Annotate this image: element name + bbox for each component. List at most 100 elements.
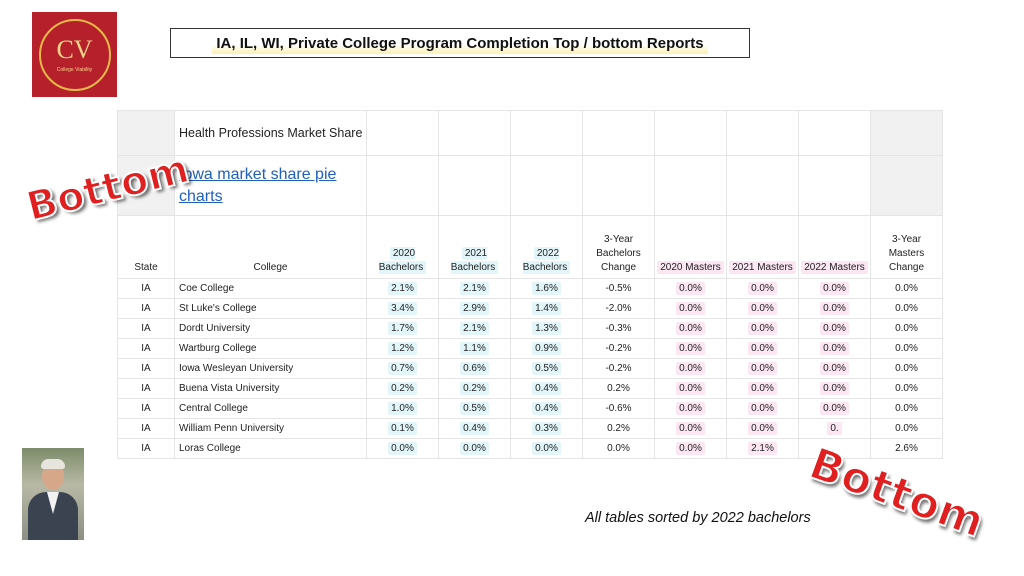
- cell-2021-masters: 2.1%: [748, 442, 777, 455]
- cell-2020-bachelors: 1.0%: [388, 402, 417, 415]
- cell-state: IA: [117, 338, 175, 359]
- cell-state: IA: [117, 438, 175, 459]
- cell-2021-masters: 0.0%: [748, 402, 777, 415]
- cell-2022-bachelors-wrap: 0.0%: [510, 438, 583, 459]
- cell-2022-bachelors-wrap: 1.6%: [510, 278, 583, 299]
- cell-2020-masters: 0.0%: [676, 422, 705, 435]
- sort-note: All tables sorted by 2022 bachelors: [585, 510, 811, 526]
- cell-2022-masters: 0.: [827, 422, 842, 435]
- page-title: IA, IL, WI, Private College Program Comp…: [212, 32, 708, 54]
- cell-state: IA: [117, 398, 175, 419]
- cell-2022-bachelors: 0.9%: [532, 342, 561, 355]
- cell-2022-masters-wrap: 0.0%: [798, 398, 871, 419]
- cell-2020-masters: 0.0%: [676, 342, 705, 355]
- cell-2020-bachelors: 2.1%: [388, 282, 417, 295]
- cell-2021-masters: 0.0%: [748, 322, 777, 335]
- cell-2022-masters-wrap: 0.0%: [798, 298, 871, 319]
- cell-2020-bachelors-wrap: 1.0%: [366, 398, 439, 419]
- cell-bachelors-change: -0.3%: [582, 318, 655, 339]
- cell-2021-bachelors: 0.6%: [460, 362, 489, 375]
- cell-2020-bachelors-wrap: 0.0%: [366, 438, 439, 459]
- cell-2021-bachelors-wrap: 2.1%: [438, 318, 511, 339]
- cell-2022-masters: 0.0%: [820, 322, 849, 335]
- cell-2022-masters: 0.0%: [820, 382, 849, 395]
- cell-2021-bachelors-wrap: 0.2%: [438, 378, 511, 399]
- cell-bachelors-change: -0.2%: [582, 338, 655, 359]
- cell-2020-masters-wrap: 0.0%: [654, 298, 727, 319]
- header-2021-bachelors: 2021 Bachelors: [450, 247, 499, 274]
- cell-2022-bachelors: 0.3%: [532, 422, 561, 435]
- cell-2021-masters-wrap: 0.0%: [726, 358, 799, 379]
- cell-bachelors-change: -0.6%: [582, 398, 655, 419]
- cell-2022-masters-wrap: 0.0%: [798, 358, 871, 379]
- cell-2022-bachelors: 1.3%: [532, 322, 561, 335]
- cell-2021-bachelors-wrap: 2.9%: [438, 298, 511, 319]
- cell-college: St Luke's College: [174, 298, 367, 319]
- cell-2021-bachelors: 1.1%: [460, 342, 489, 355]
- cell-college: Central College: [174, 398, 367, 419]
- topic-row: Health Professions Market Share: [117, 110, 943, 156]
- cell-bachelors-change: 0.2%: [582, 418, 655, 439]
- cell-2021-masters-wrap: 0.0%: [726, 278, 799, 299]
- cell-2020-bachelors-wrap: 0.7%: [366, 358, 439, 379]
- cell-2020-bachelors: 1.2%: [388, 342, 417, 355]
- cell-2021-bachelors: 0.2%: [460, 382, 489, 395]
- cell-2021-bachelors-wrap: 1.1%: [438, 338, 511, 359]
- cell-2020-masters-wrap: 0.0%: [654, 438, 727, 459]
- cell-2021-bachelors-wrap: 2.1%: [438, 278, 511, 299]
- cell-2020-masters: 0.0%: [676, 402, 705, 415]
- link-row: Iowa market share pie charts: [117, 155, 943, 216]
- cell-college: Loras College: [174, 438, 367, 459]
- table-row: IA Coe College 2.1% 2.1% 1.6% -0.5% 0.0% 0.0% 0.…: [117, 278, 943, 299]
- cell-2020-masters-wrap: 0.0%: [654, 398, 727, 419]
- cell-2020-bachelors: 0.1%: [388, 422, 417, 435]
- cell-2021-masters-wrap: 0.0%: [726, 398, 799, 419]
- cell-2021-bachelors: 2.1%: [460, 322, 489, 335]
- cell-2022-masters-wrap: 0.0%: [798, 338, 871, 359]
- header-2020-masters: 2020 Masters: [657, 261, 724, 274]
- header-2020-bachelors: 2020 Bachelors: [378, 247, 427, 274]
- cell-2021-masters-wrap: 0.0%: [726, 298, 799, 319]
- cell-state: IA: [117, 418, 175, 439]
- cell-2021-bachelors: 0.5%: [460, 402, 489, 415]
- cell-2021-masters-wrap: 2.1%: [726, 438, 799, 459]
- cell-2020-bachelors: 0.0%: [388, 442, 417, 455]
- cell-state: IA: [117, 298, 175, 319]
- table-row: IA Central College 1.0% 0.5% 0.4% -0.6% 0.0% 0.…: [117, 398, 943, 419]
- cell-state: IA: [117, 278, 175, 299]
- cell-masters-change: 0.0%: [870, 338, 943, 359]
- cell-2022-masters-wrap: 0.0%: [798, 318, 871, 339]
- cell-2021-bachelors: 2.9%: [460, 302, 489, 315]
- header-bachelors-change: 3-Year Bachelors Change: [582, 215, 655, 279]
- cell-2021-bachelors-wrap: 0.6%: [438, 358, 511, 379]
- cell-2021-masters: 0.0%: [748, 282, 777, 295]
- pie-charts-link[interactable]: Iowa market share pie charts: [174, 155, 367, 216]
- cell-2020-masters: 0.0%: [676, 282, 705, 295]
- cell-2020-bachelors: 3.4%: [388, 302, 417, 315]
- cell-2020-masters: 0.0%: [676, 362, 705, 375]
- cell-2022-bachelors: 0.4%: [532, 382, 561, 395]
- cell-masters-change: 0.0%: [870, 418, 943, 439]
- cell-2020-bachelors-wrap: 3.4%: [366, 298, 439, 319]
- cell-2020-bachelors: 1.7%: [388, 322, 417, 335]
- cell-masters-change: 2.6%: [870, 438, 943, 459]
- table-row: IA Iowa Wesleyan University 0.7% 0.6% 0.5% -0…: [117, 358, 943, 379]
- table-row: IA Buena Vista University 0.2% 0.2% 0.4% 0.2%…: [117, 378, 943, 399]
- cell-2020-masters-wrap: 0.0%: [654, 338, 727, 359]
- table-row: IA Wartburg College 1.2% 1.1% 0.9% -0.2% 0.0% 0…: [117, 338, 943, 359]
- cell-2020-bachelors: 0.2%: [388, 382, 417, 395]
- cell-2022-bachelors-wrap: 1.3%: [510, 318, 583, 339]
- header-2021-masters: 2021 Masters: [729, 261, 796, 274]
- cell-2021-bachelors-wrap: 0.4%: [438, 418, 511, 439]
- cell-2021-bachelors: 2.1%: [460, 282, 489, 295]
- cell-2021-bachelors: 0.0%: [460, 442, 489, 455]
- table-row: IA Loras College 0.0% 0.0% 0.0% 0.0% 0.0% 2.1% 2…: [117, 438, 943, 459]
- cell-2020-bachelors-wrap: 2.1%: [366, 278, 439, 299]
- logo-ring: CV College Viability: [38, 18, 111, 91]
- cell-2022-bachelors-wrap: 0.4%: [510, 378, 583, 399]
- cell-bachelors-change: -0.2%: [582, 358, 655, 379]
- presenter-photo: [22, 448, 84, 540]
- market-share-table: Health Professions Market Share Iowa mar…: [117, 110, 943, 459]
- logo-monogram: CV: [56, 34, 93, 64]
- cell-2022-masters-wrap: 0.0%: [798, 278, 871, 299]
